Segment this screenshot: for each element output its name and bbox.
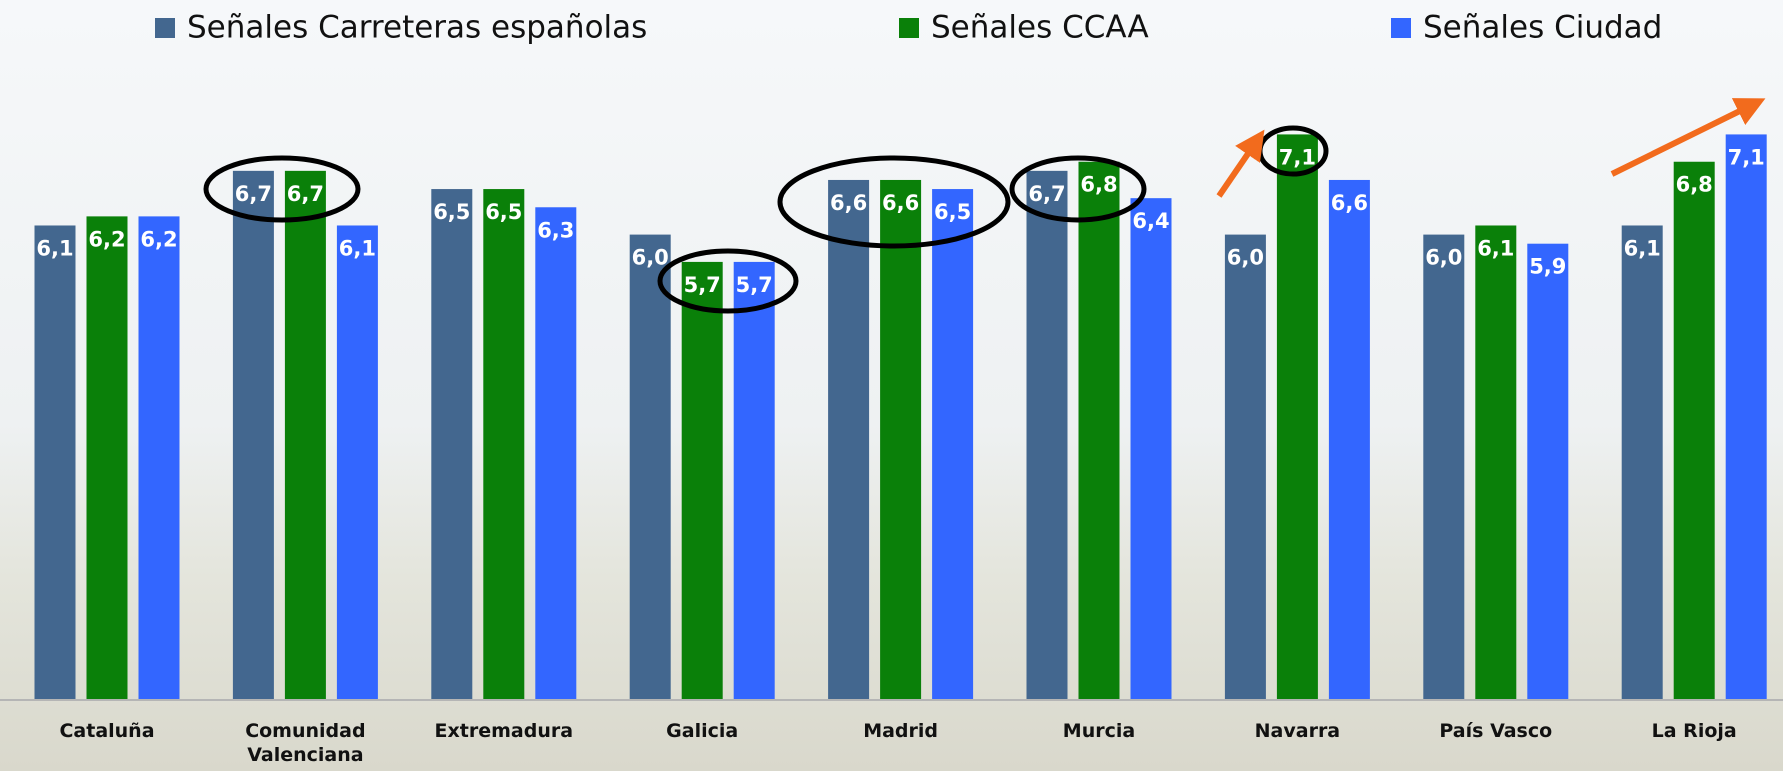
x-tick-label: Navarra — [1254, 720, 1341, 742]
value-label: 6,7 — [287, 182, 324, 206]
value-label: 6,6 — [1331, 191, 1368, 215]
value-label: 6,1 — [36, 236, 73, 260]
value-label: 6,6 — [882, 191, 919, 215]
bar — [1725, 134, 1767, 699]
bar — [284, 170, 326, 699]
bar — [1224, 234, 1266, 699]
value-label: 5,7 — [684, 273, 721, 297]
value-label: 6,4 — [1132, 209, 1169, 233]
x-tick-label: La Rioja — [1651, 720, 1737, 742]
value-label: 6,7 — [235, 182, 272, 206]
x-tick-label: Cataluña — [59, 720, 155, 742]
legend-swatch — [155, 18, 175, 38]
bar — [483, 189, 525, 699]
bar — [138, 216, 180, 699]
value-label: 6,6 — [830, 191, 867, 215]
bar — [535, 207, 577, 700]
bar — [932, 189, 974, 699]
bar — [1423, 234, 1465, 699]
x-tick-label: Extremadura — [434, 720, 574, 742]
highlight-ellipse — [1009, 155, 1147, 223]
highlight-ellipse — [777, 155, 1011, 249]
bar — [1475, 225, 1517, 699]
highlight-ellipse — [657, 248, 799, 314]
x-tick-label: Murcia — [1062, 720, 1136, 742]
bar — [1621, 225, 1663, 699]
legend-swatch — [1391, 18, 1411, 38]
x-tick-label: Comunidad Valenciana — [245, 720, 366, 766]
value-label: 6,5 — [934, 200, 971, 224]
x-tick-label: País Vasco — [1439, 720, 1553, 742]
value-label: 6,1 — [339, 236, 376, 260]
bar — [1130, 198, 1172, 699]
value-label: 7,1 — [1728, 145, 1765, 169]
bar — [1328, 179, 1370, 700]
value-label: 6,0 — [1425, 246, 1462, 270]
value-label: 5,9 — [1529, 255, 1566, 279]
legend-label: Señales Ciudad — [1423, 10, 1662, 46]
value-label: 6,0 — [1227, 246, 1264, 270]
x-tick-label: Galicia — [666, 720, 739, 742]
legend-label: Señales Carreteras españolas — [187, 10, 647, 46]
value-label: 6,8 — [1080, 173, 1117, 197]
value-label: 7,1 — [1279, 145, 1316, 169]
value-label: 6,5 — [433, 200, 470, 224]
value-label: 5,7 — [736, 273, 773, 297]
trend-arrow — [1216, 129, 1265, 198]
value-label: 6,1 — [1477, 236, 1514, 260]
annotations — [203, 98, 1766, 314]
value-label: 6,0 — [632, 246, 669, 270]
bar — [1078, 161, 1120, 699]
value-label: 6,7 — [1028, 182, 1065, 206]
bar — [1026, 170, 1068, 699]
value-label: 6,5 — [485, 200, 522, 224]
value-label: 6,2 — [88, 227, 125, 251]
bar — [733, 261, 775, 699]
value-label: 6,3 — [537, 218, 574, 242]
bar — [629, 234, 671, 699]
bar — [232, 170, 274, 699]
bar — [880, 179, 922, 700]
bar — [1673, 161, 1715, 699]
trend-arrow — [1610, 98, 1766, 177]
bar — [431, 189, 473, 699]
bar — [828, 179, 870, 700]
legend-swatch — [899, 18, 919, 38]
x-tick-label: Madrid — [863, 720, 938, 742]
value-label: 6,8 — [1676, 173, 1713, 197]
bar — [1527, 243, 1569, 700]
bar — [336, 225, 378, 699]
legend-label: Señales CCAA — [931, 10, 1149, 46]
bar — [1276, 134, 1318, 699]
value-label: 6,2 — [140, 227, 177, 251]
value-label: 6,1 — [1624, 236, 1661, 260]
bar — [86, 216, 128, 699]
highlight-ellipse — [203, 155, 361, 223]
bar — [681, 261, 723, 699]
bar — [34, 225, 76, 699]
